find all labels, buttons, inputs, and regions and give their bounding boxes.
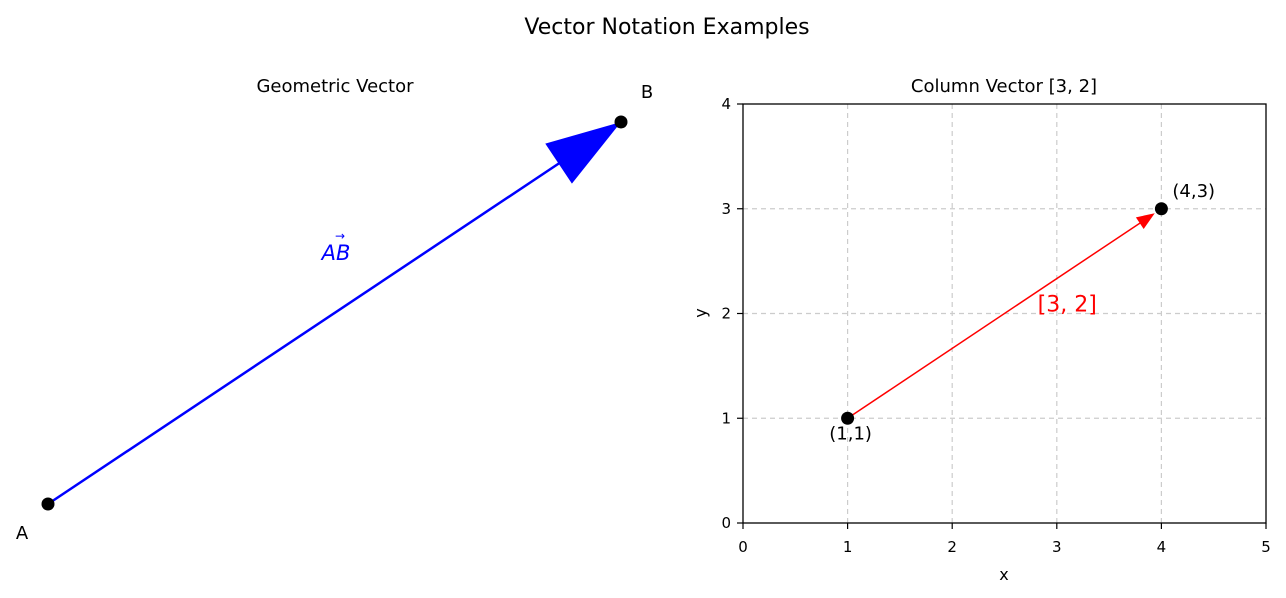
x-tick-label: 5 bbox=[1261, 538, 1271, 556]
x-tick-label: 0 bbox=[738, 538, 748, 556]
y-axis-label: y bbox=[691, 308, 710, 317]
column-vector-panel: Column Vector [3, 2] x y 0 1 2 3 4 5 0 1 2 3 4 (1,1… bbox=[691, 76, 1271, 584]
end-point-label: (4,3) bbox=[1172, 181, 1215, 202]
x-tick-label: 3 bbox=[1052, 538, 1062, 556]
vector-label: [3, 2] bbox=[1038, 292, 1097, 317]
x-axis-label: x bbox=[999, 565, 1008, 584]
x-tick-label: 4 bbox=[1157, 538, 1167, 556]
geometric-vector-panel: Geometric Vector AB → AB bbox=[16, 76, 653, 544]
figure-title: Vector Notation Examples bbox=[524, 15, 809, 40]
y-tick-label: 3 bbox=[721, 200, 731, 218]
vector-arrowhead bbox=[1135, 213, 1155, 230]
column-vector-title: Column Vector [3, 2] bbox=[911, 76, 1097, 97]
point-a-label: A bbox=[16, 523, 29, 544]
end-point-marker bbox=[1154, 202, 1168, 216]
x-tick-label: 2 bbox=[947, 538, 957, 556]
start-point-marker bbox=[841, 411, 855, 425]
y-tick-label: 2 bbox=[721, 305, 731, 323]
point-a-marker bbox=[41, 497, 55, 511]
y-tick-label: 1 bbox=[721, 409, 731, 427]
point-b-marker bbox=[614, 115, 628, 129]
vector-shaft bbox=[847, 221, 1142, 419]
vector-arrow-accent: → bbox=[335, 229, 345, 243]
start-point-label: (1,1) bbox=[829, 423, 872, 444]
geometric-vector-title: Geometric Vector bbox=[256, 76, 414, 97]
vector-ab-label: AB bbox=[320, 241, 351, 265]
y-tick-label: 4 bbox=[721, 95, 731, 113]
vector-arrowhead bbox=[545, 122, 621, 184]
y-tick-label: 0 bbox=[721, 514, 731, 532]
point-b-label: B bbox=[641, 82, 653, 103]
vector-shaft bbox=[47, 161, 561, 506]
x-tick-label: 1 bbox=[843, 538, 853, 556]
